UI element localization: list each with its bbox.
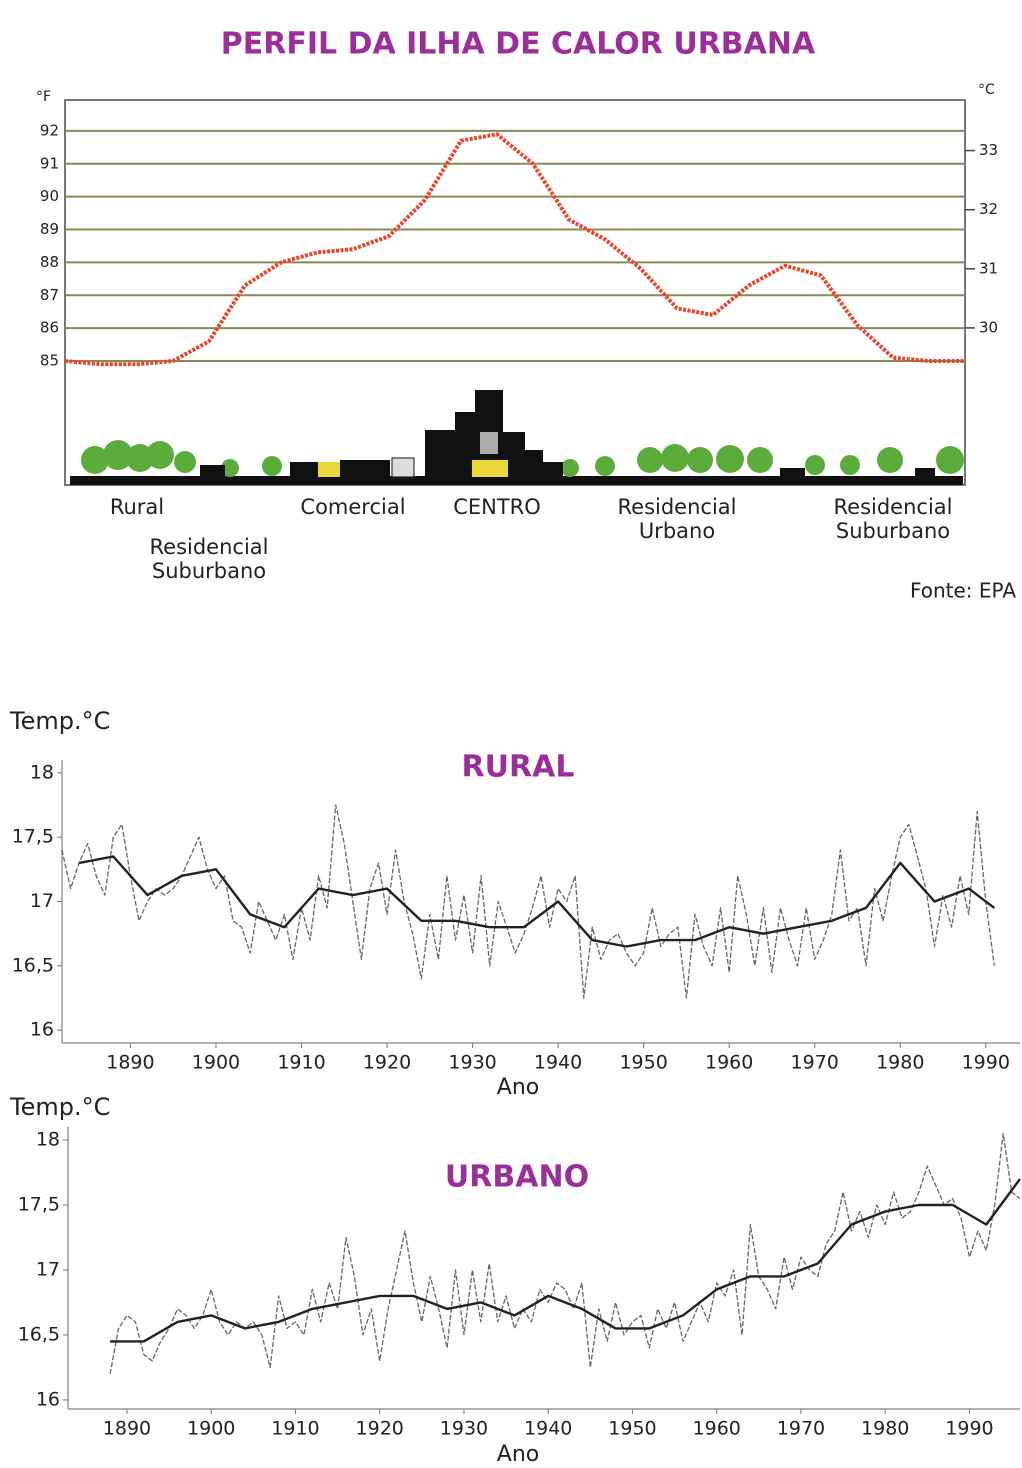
y-tick-label: 90 (40, 187, 59, 205)
category-label: Residencial Urbano (602, 495, 752, 543)
x-tick-label: 1920 (356, 1418, 404, 1440)
category-label: Rural (62, 495, 212, 519)
chart-title: RURAL (462, 750, 575, 785)
y2-tick-label: 30 (979, 318, 998, 336)
y-tick-label: 85 (40, 352, 59, 370)
y-tick-label: 16,5 (12, 954, 54, 976)
y-tick-label: 17,5 (12, 826, 54, 848)
category-label: CENTRO (422, 495, 572, 519)
x-tick-label: 1940 (534, 1052, 582, 1074)
y-tick-label: 88 (40, 253, 59, 271)
x-tick-label: 1890 (103, 1418, 151, 1440)
chart-title: URBANO (445, 1160, 589, 1195)
y-tick-label: 17 (36, 1258, 60, 1280)
y-tick-label: 16 (30, 1019, 54, 1041)
x-tick-label: 1970 (777, 1418, 825, 1440)
x-tick-label: 1950 (619, 1052, 667, 1074)
source: Fonte: EPA (910, 579, 1016, 603)
skyline (65, 100, 965, 485)
y-tick-label: 86 (40, 319, 59, 337)
line (62, 805, 994, 998)
y2-axis-label: °C (978, 82, 995, 98)
y-tick-label: 16 (36, 1388, 60, 1410)
x-tick-label: 1930 (448, 1052, 496, 1074)
y-axis-label: °F (36, 89, 51, 105)
x-tick-label: 1900 (192, 1052, 240, 1074)
y-axis-label: Temp.°C (9, 707, 110, 735)
y-tick-label: 16,5 (18, 1323, 60, 1345)
x-tick-label: 1940 (524, 1418, 572, 1440)
line (110, 1179, 1020, 1341)
x-axis-label: Ano (497, 1442, 539, 1467)
line (79, 857, 994, 947)
x-tick-label: 1960 (693, 1418, 741, 1440)
y2-tick-label: 33 (979, 141, 998, 159)
category-label: Residencial Suburbano (134, 535, 284, 583)
x-tick-label: 1890 (106, 1052, 154, 1074)
x-tick-label: 1970 (791, 1052, 839, 1074)
y-tick-label: 89 (40, 220, 59, 238)
line (65, 134, 965, 364)
y-tick-label: 18 (30, 761, 54, 783)
x-tick-label: 1900 (187, 1418, 235, 1440)
charts: PERFIL DA ILHA DE CALOR URBANA °F °C Fonte:… (0, 0, 1022, 1468)
x-tick-label: 1930 (440, 1418, 488, 1440)
x-axis-label: Ano (497, 1075, 539, 1100)
x-tick-label: 1990 (962, 1052, 1010, 1074)
y-tick-label: 92 (40, 121, 59, 139)
y2-tick-label: 31 (979, 259, 998, 277)
chart-title: PERFIL DA ILHA DE CALOR URBANA (221, 27, 816, 62)
category-label: Residencial Suburbano (818, 495, 968, 543)
x-tick-label: 1920 (363, 1052, 411, 1074)
y-tick-label: 87 (40, 286, 59, 304)
y-axis-label: Temp.°C (9, 1093, 110, 1121)
x-tick-label: 1950 (608, 1418, 656, 1440)
x-tick-label: 1910 (271, 1418, 319, 1440)
x-tick-label: 1960 (705, 1052, 753, 1074)
x-tick-label: 1980 (876, 1052, 924, 1074)
y-tick-label: 17 (30, 890, 54, 912)
x-tick-label: 1910 (277, 1052, 325, 1074)
x-tick-label: 1990 (945, 1418, 993, 1440)
x-tick-label: 1980 (861, 1418, 909, 1440)
y2-tick-label: 32 (979, 200, 998, 218)
category-label: Comercial (278, 495, 428, 519)
y-tick-label: 18 (36, 1128, 60, 1150)
y-tick-label: 17,5 (18, 1193, 60, 1215)
y-tick-label: 91 (40, 154, 59, 172)
page: PERFIL DA ILHA DE CALOR URBANA °F °C Fonte:… (0, 0, 1022, 1468)
